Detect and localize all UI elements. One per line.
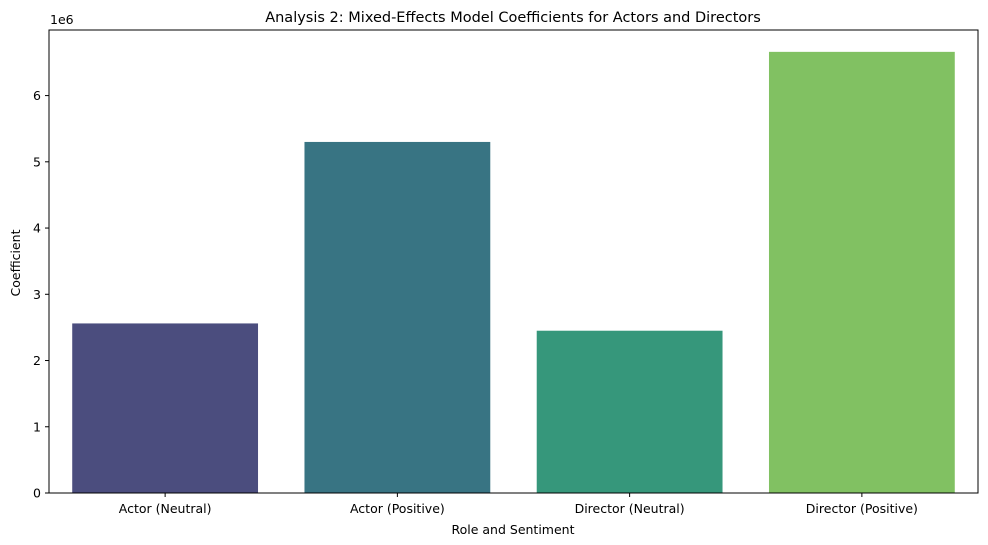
x-tick-label: Actor (Positive) xyxy=(350,501,445,516)
y-tick-label: 5 xyxy=(33,154,41,169)
x-tick-label: Director (Positive) xyxy=(806,501,918,516)
y-tick-label: 1 xyxy=(33,419,41,434)
y-axis-label: Coefficient xyxy=(8,229,23,296)
y-tick-label: 0 xyxy=(33,486,41,501)
bar-4 xyxy=(768,51,955,493)
y-axis-ticks: 0 1 2 3 4 5 6 xyxy=(33,88,49,501)
x-axis-label: Role and Sentiment xyxy=(451,522,574,537)
x-tick-label: Director (Neutral) xyxy=(575,501,685,516)
bars-group xyxy=(72,51,955,493)
y-tick-label: 2 xyxy=(33,353,41,368)
bar-3 xyxy=(536,330,723,493)
y-tick-label: 4 xyxy=(33,221,41,236)
plot-frame xyxy=(48,29,979,494)
bar-2 xyxy=(304,141,491,493)
y-axis-scale-label: 1e6 xyxy=(50,12,74,27)
chart-title: Analysis 2: Mixed-Effects Model Coeffici… xyxy=(265,10,761,26)
bar-1 xyxy=(72,323,259,493)
x-tick-label: Actor (Neutral) xyxy=(119,501,212,516)
y-tick-label: 3 xyxy=(33,287,41,302)
y-tick-label: 6 xyxy=(33,88,41,103)
x-axis-ticks: Actor (Neutral) Actor (Positive) Director … xyxy=(119,493,918,516)
